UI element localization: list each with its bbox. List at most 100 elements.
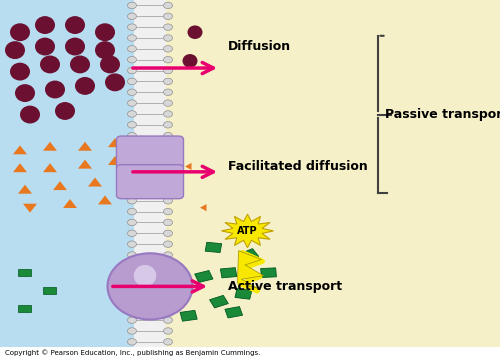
Polygon shape xyxy=(222,214,274,248)
Circle shape xyxy=(128,45,136,52)
Bar xyxy=(43,287,56,294)
Circle shape xyxy=(128,100,136,106)
Circle shape xyxy=(164,208,172,215)
Ellipse shape xyxy=(15,84,35,102)
Circle shape xyxy=(128,339,136,345)
Bar xyxy=(220,267,237,278)
Polygon shape xyxy=(185,163,192,170)
Circle shape xyxy=(164,306,172,313)
Circle shape xyxy=(164,13,172,19)
Circle shape xyxy=(128,274,136,280)
Circle shape xyxy=(164,35,172,41)
Circle shape xyxy=(164,132,172,139)
Ellipse shape xyxy=(75,77,95,95)
Circle shape xyxy=(128,2,136,9)
Bar xyxy=(179,309,198,321)
Text: Copyright © Pearson Education, Inc., publishing as Benjamin Cummings.: Copyright © Pearson Education, Inc., pub… xyxy=(5,349,260,356)
Ellipse shape xyxy=(10,23,30,41)
Bar xyxy=(260,267,278,279)
Circle shape xyxy=(128,219,136,226)
Text: Facilitated diffusion: Facilitated diffusion xyxy=(228,160,367,173)
Circle shape xyxy=(128,154,136,161)
Text: Passive transport: Passive transport xyxy=(385,108,500,121)
Ellipse shape xyxy=(65,16,85,34)
Polygon shape xyxy=(63,199,77,208)
FancyBboxPatch shape xyxy=(116,165,184,199)
Circle shape xyxy=(128,122,136,128)
Bar xyxy=(240,250,257,260)
Ellipse shape xyxy=(20,106,40,124)
Ellipse shape xyxy=(100,55,120,73)
Circle shape xyxy=(164,100,172,106)
Circle shape xyxy=(164,122,172,128)
Circle shape xyxy=(164,219,172,226)
Bar xyxy=(224,306,244,319)
Circle shape xyxy=(128,241,136,247)
FancyBboxPatch shape xyxy=(116,136,184,170)
Circle shape xyxy=(164,252,172,258)
Circle shape xyxy=(164,67,172,74)
Circle shape xyxy=(164,143,172,150)
Bar xyxy=(205,242,222,253)
Circle shape xyxy=(164,317,172,323)
Ellipse shape xyxy=(105,73,125,91)
Ellipse shape xyxy=(65,38,85,55)
Ellipse shape xyxy=(188,25,202,39)
Ellipse shape xyxy=(182,54,198,68)
Circle shape xyxy=(128,317,136,323)
Polygon shape xyxy=(200,204,206,211)
Bar xyxy=(0,0,150,347)
Ellipse shape xyxy=(95,41,115,59)
Circle shape xyxy=(128,57,136,63)
Polygon shape xyxy=(13,163,27,172)
Circle shape xyxy=(128,295,136,302)
Circle shape xyxy=(164,328,172,334)
Bar xyxy=(18,305,30,312)
Bar xyxy=(134,0,166,347)
Circle shape xyxy=(128,24,136,30)
Ellipse shape xyxy=(40,55,60,73)
Circle shape xyxy=(128,67,136,74)
Circle shape xyxy=(128,198,136,204)
Circle shape xyxy=(164,89,172,96)
Circle shape xyxy=(164,339,172,345)
Ellipse shape xyxy=(35,16,55,34)
Circle shape xyxy=(164,57,172,63)
Circle shape xyxy=(128,89,136,96)
Circle shape xyxy=(164,187,172,193)
Circle shape xyxy=(128,252,136,258)
Polygon shape xyxy=(88,178,102,187)
Ellipse shape xyxy=(5,41,25,59)
Circle shape xyxy=(164,154,172,161)
Circle shape xyxy=(128,284,136,291)
Circle shape xyxy=(164,241,172,247)
Ellipse shape xyxy=(95,23,115,41)
Circle shape xyxy=(164,295,172,302)
Circle shape xyxy=(128,35,136,41)
Polygon shape xyxy=(108,156,122,165)
Circle shape xyxy=(164,2,172,9)
Text: ATP: ATP xyxy=(237,226,258,236)
Circle shape xyxy=(164,165,172,171)
Circle shape xyxy=(164,45,172,52)
Circle shape xyxy=(164,111,172,117)
Bar xyxy=(236,290,251,299)
Circle shape xyxy=(164,230,172,237)
Circle shape xyxy=(128,328,136,334)
Circle shape xyxy=(128,13,136,19)
Bar xyxy=(150,0,500,347)
Ellipse shape xyxy=(70,55,90,73)
Polygon shape xyxy=(23,204,37,213)
Bar xyxy=(18,269,30,276)
Polygon shape xyxy=(98,195,112,204)
Ellipse shape xyxy=(108,253,192,319)
Polygon shape xyxy=(108,138,122,147)
Circle shape xyxy=(128,208,136,215)
Polygon shape xyxy=(18,185,32,194)
Polygon shape xyxy=(43,163,57,172)
Polygon shape xyxy=(78,160,92,169)
Circle shape xyxy=(164,24,172,30)
Bar xyxy=(194,270,212,282)
Ellipse shape xyxy=(35,38,55,55)
Polygon shape xyxy=(53,181,67,190)
